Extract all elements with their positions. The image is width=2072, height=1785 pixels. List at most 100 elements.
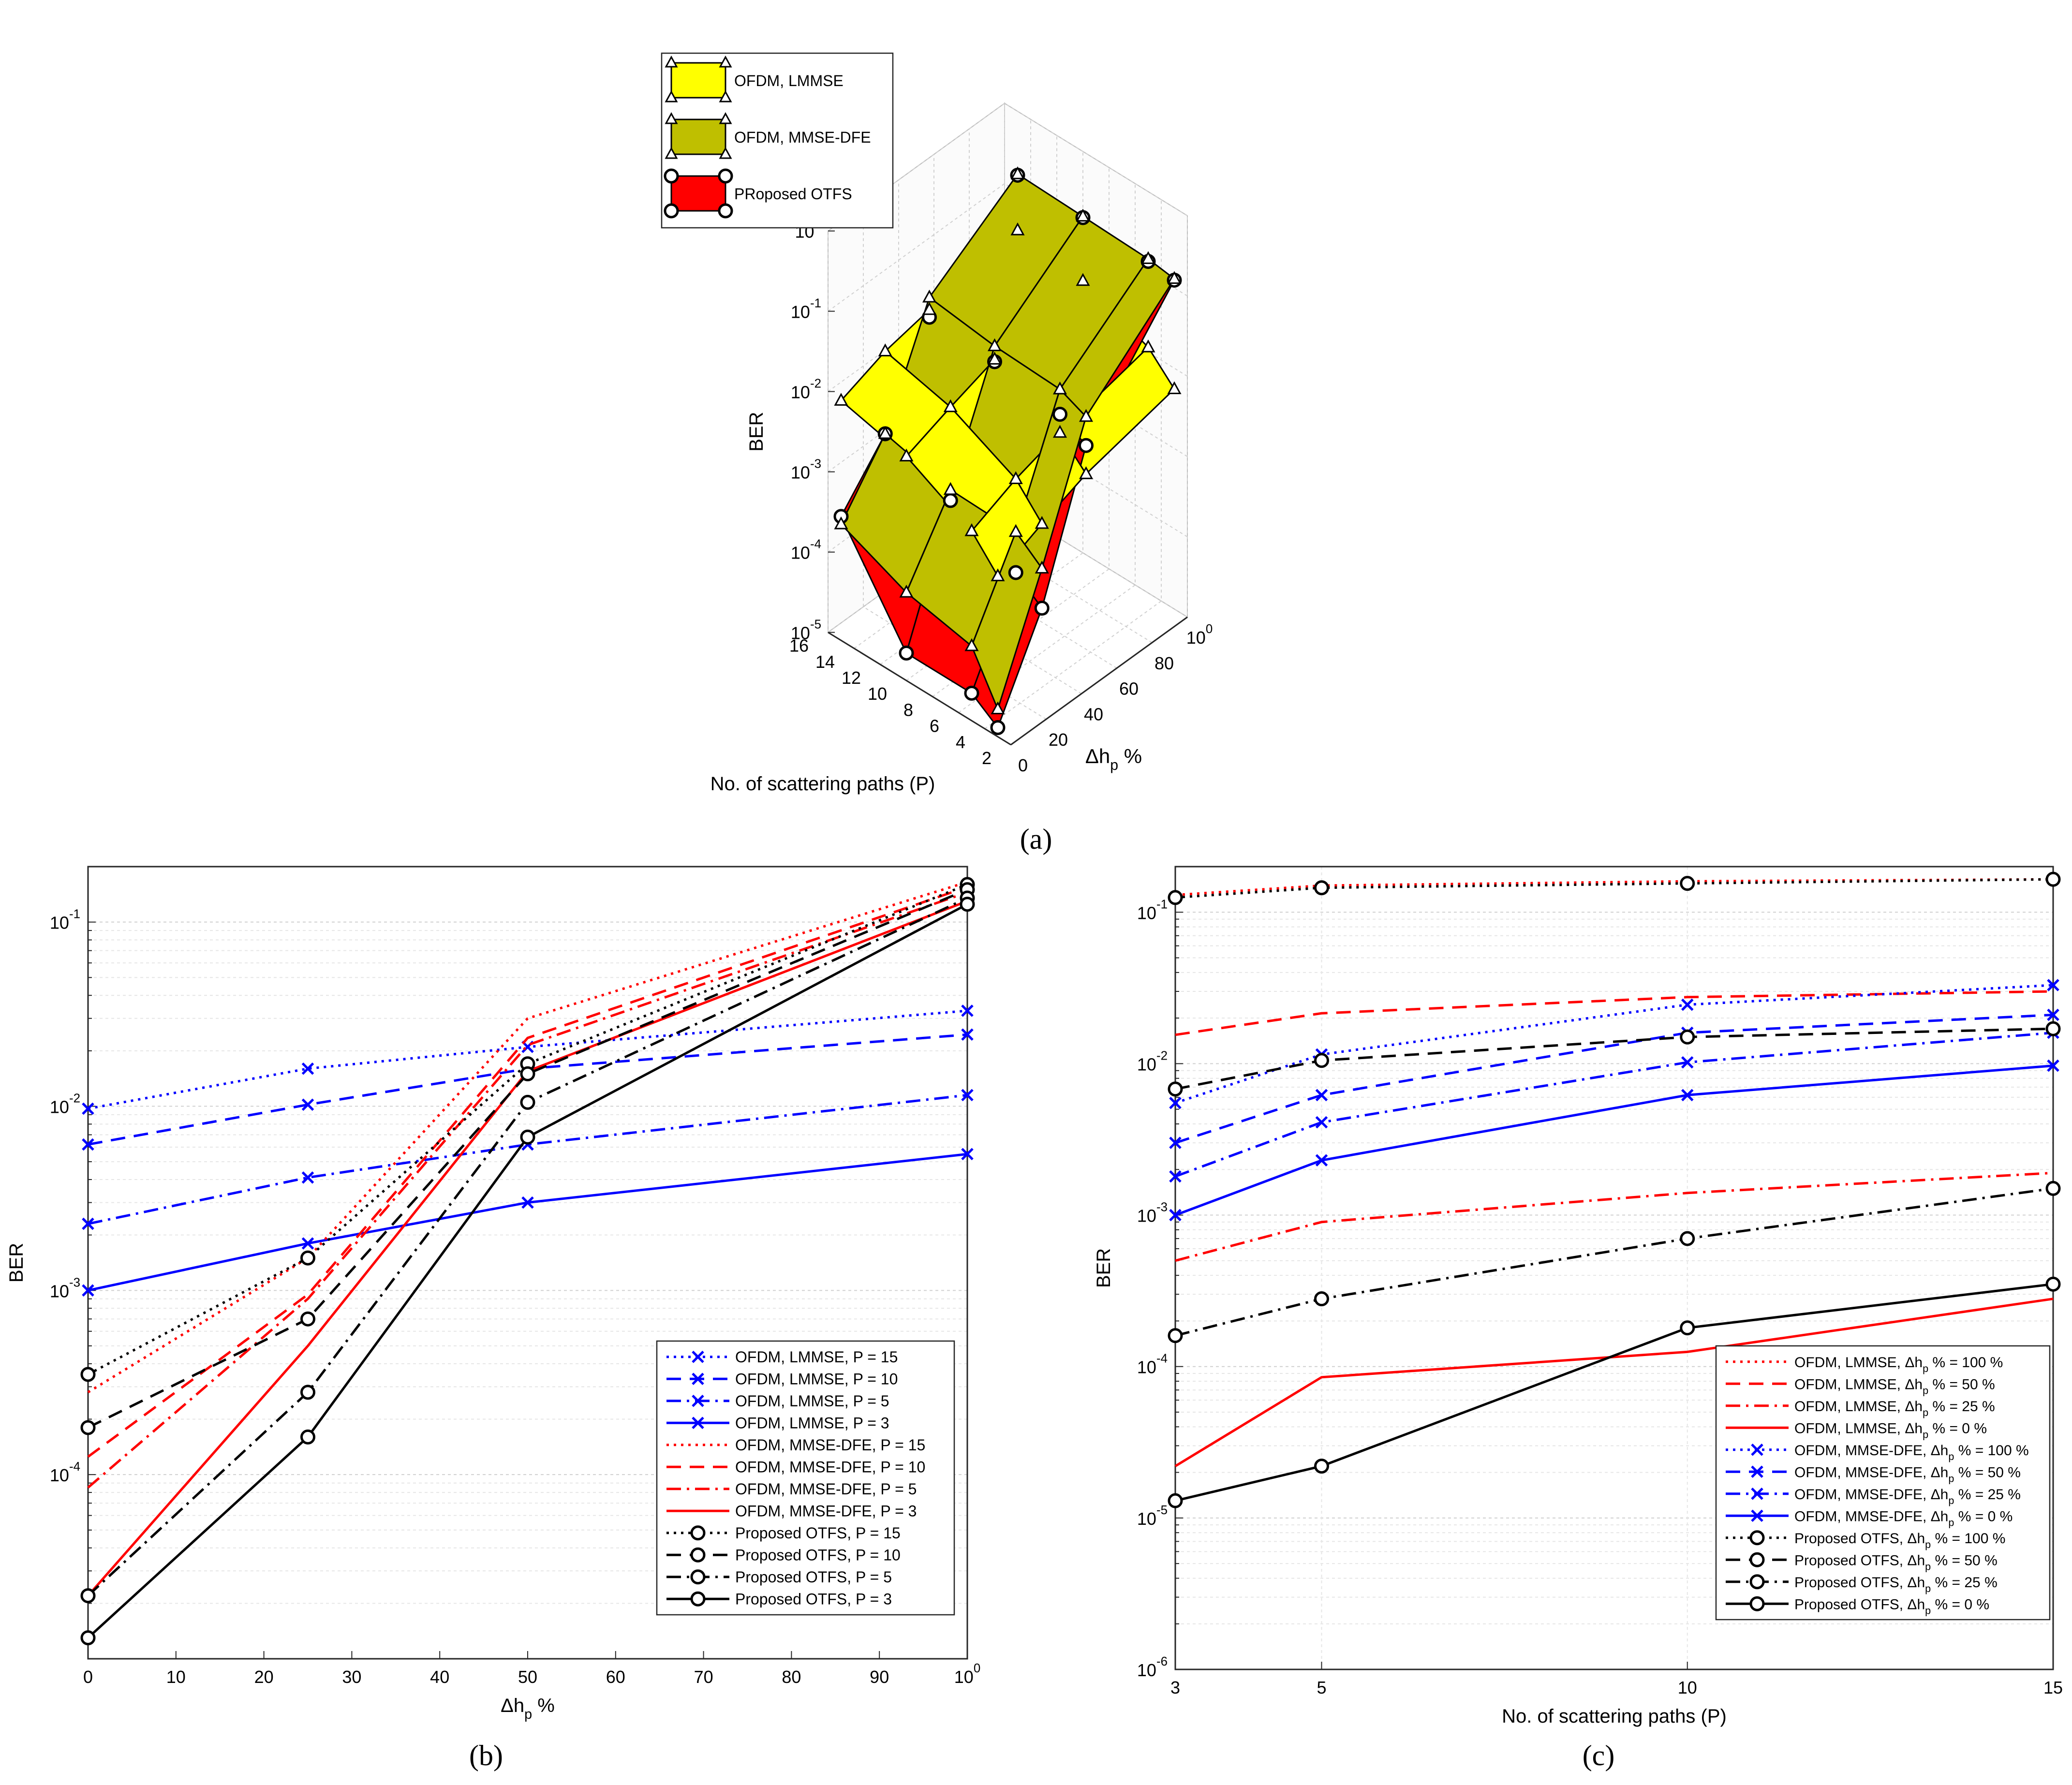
surface-vertex-proposed-otfs [943,493,958,508]
series-line-proposed-otfs-p-15 [87,883,968,1376]
surface-vertex-ofdm-mmse-dfe [1035,561,1049,574]
x-tick-label: 10 [166,1667,186,1687]
data-point-ofdm-mmse-dfe-hp-0 [1681,1089,1694,1102]
series-line-ofdm-lmmse-p-15 [88,1009,968,1110]
data-point-proposed-otfs-hp-100 [1168,890,1183,905]
surface-vertex-ofdm-lmmse [899,448,914,462]
data-point-ofdm-mmse-dfe-hp-100 [1681,998,1694,1011]
data-point-ofdm-lmmse-p-3 [301,1237,314,1250]
legend-marker-ofdm-mmse-dfe [719,112,732,124]
surface-vertex-ofdm-mmse-dfe [1052,381,1067,395]
legend-label-proposed-otfs-p-10: Proposed OTFS, P = 10 [735,1546,901,1564]
surface-vertex-proposed-otfs [964,685,979,701]
p-tick-label: 10 [868,684,887,704]
x-tick-label: 80 [782,1667,801,1687]
surface-vertex-ofdm-mmse-dfe [1141,251,1155,264]
z-axis-label: BER [746,412,767,451]
series-line-proposed-otfs-p-5 [87,897,968,1597]
legend-marker-proposed-otfs-hp-100 [1749,1530,1765,1546]
surface-vertex-ofdm-lmmse [987,352,1002,365]
surface-vertex-ofdm-mmse-dfe [1076,208,1090,222]
data-point-ofdm-lmmse-p-15 [301,1062,314,1075]
data-point-proposed-otfs-hp-0 [1314,1459,1329,1474]
legend-label-ofdm-lmmse-p-15: OFDM, LMMSE, P = 15 [735,1348,898,1366]
series-line-ofdm-mmse-dfe-p-10 [87,885,968,1458]
data-point-ofdm-mmse-dfe-hp-100 [2047,979,2059,991]
series-line-ofdm-mmse-dfe-hp-0 [1175,1064,2054,1216]
wall-grid-line [828,103,1188,232]
series-line-ofdm-mmse-dfe-p-3 [87,900,968,1597]
data-point-ofdm-mmse-dfe-hp-100 [1169,1096,1182,1109]
x-tick-label: 50 [518,1667,537,1687]
legend-label-ofdm-mmse-dfe-p-3: OFDM, MMSE-DFE, P = 3 [735,1502,917,1519]
data-point-proposed-otfs-p-10 [520,1066,535,1081]
data-point-ofdm-lmmse-p-5 [301,1171,314,1184]
data-point-proposed-otfs-p-10 [300,1311,315,1327]
series-line-ofdm-lmmse-p-5 [88,1093,968,1225]
x-tick-label: 0 [83,1667,93,1687]
dh-tick-label: 0 [1018,755,1028,775]
legend-marker-proposed-otfs-p-15 [690,1525,706,1541]
data-point-proposed-otfs-p-3 [300,1429,315,1445]
surface-vertex-proposed-otfs [990,720,1006,735]
dh-axis-line [1010,616,1188,746]
data-point-proposed-otfs-hp-50 [1314,1053,1329,1068]
legend-label-proposed-otfs: PRoposed OTFS [734,185,852,203]
data-point-ofdm-mmse-dfe-hp-25 [1169,1170,1182,1183]
legend-marker-ofdm-mmse-dfe-hp-100 [1751,1443,1763,1456]
legend-label-ofdm-mmse-dfe: OFDM, MMSE-DFE [734,129,871,146]
data-point-proposed-otfs-p-15 [80,1367,96,1382]
data-point-proposed-otfs-hp-0 [1168,1493,1183,1508]
panel-label-c: (c) [1583,1740,1615,1771]
series-line-ofdm-mmse-dfe-hp-50 [1175,1014,2054,1144]
surface-vertex-proposed-otfs [1008,565,1023,580]
data-point-proposed-otfs-hp-25 [1314,1291,1329,1307]
y-axis-label: BER [1093,1248,1114,1288]
p-tick-label: 6 [930,716,939,736]
series-line-ofdm-mmse-dfe-p-5 [87,891,968,1489]
legend-marker-proposed-otfs-hp-50 [1749,1552,1765,1567]
legend-marker-proposed-otfs-p-10 [690,1547,706,1563]
data-point-proposed-otfs-p-3 [80,1630,96,1646]
surface-vertex-ofdm-mmse-dfe [834,516,848,530]
legend-label-proposed-otfs-p-3: Proposed OTFS, P = 3 [735,1590,892,1608]
p-tick-label: 2 [982,748,992,768]
legend-marker-ofdm-lmmse-p-5 [692,1394,704,1407]
data-point-ofdm-lmmse-p-5 [82,1217,94,1230]
panel-b-line-chart: 0 10 20 30 40 50 60 70 80 90 10010-410-310-210-1Δh… [6,866,980,1722]
x-tick-label: 40 [430,1667,449,1687]
surface-vertex-proposed-otfs [1079,438,1094,453]
legend-label-ofdm-lmmse-p-10: OFDM, LMMSE, P = 10 [735,1370,898,1387]
wall-grid-line [828,424,1188,553]
data-point-proposed-otfs-p-15 [300,1250,315,1266]
surface-vertex-ofdm-mmse-dfe [943,482,958,495]
data-point-ofdm-lmmse-p-15 [82,1102,94,1115]
legend-marker-proposed-otfs [718,203,733,219]
data-point-ofdm-mmse-dfe-hp-0 [2047,1059,2059,1072]
surface-vertex-ofdm-lmmse [1010,222,1025,236]
series-line-proposed-otfs-hp-25 [1175,1187,2054,1337]
axes-frame [1174,866,2054,1670]
data-point-ofdm-lmmse-p-10 [82,1138,94,1151]
legend: OFDM, LMMSE, P = 15 OFDM, LMMSE, P = 10 OF… [656,1340,955,1616]
data-point-ofdm-lmmse-p-5 [961,1089,974,1102]
legend-label-ofdm-lmmse: OFDM, LMMSE [734,72,844,89]
series-line-ofdm-lmmse-p-10 [88,1033,968,1146]
legend-box [1715,1345,2051,1621]
series-line-ofdm-lmmse-hp-100 [1175,878,2054,897]
surface-vertex-ofdm-mmse-dfe [1167,271,1182,284]
legend-box [656,1340,955,1616]
legend-marker-ofdm-lmmse-p-10 [692,1372,704,1386]
legend-label-proposed-otfs-p-15: Proposed OTFS, P = 15 [735,1524,901,1542]
data-point-ofdm-mmse-dfe-hp-50 [1315,1089,1328,1102]
legend-marker-ofdm-mmse-dfe [665,112,678,124]
series-line-proposed-otfs-p-10 [87,888,968,1429]
data-point-ofdm-mmse-dfe-hp-50 [1169,1136,1182,1149]
legend-marker-ofdm-mmse-dfe-hp-25 [1751,1487,1763,1500]
data-point-ofdm-lmmse-p-3 [961,1148,974,1161]
panel-a-surface-chart: 10-510-410-310-210-1100BER246810121416No… [661,52,1213,795]
x-tick-label: 30 [342,1667,361,1687]
legend-swatch-ofdm-mmse-dfe [670,118,726,155]
surface-vertex-ofdm-lmmse [878,343,892,356]
data-point-ofdm-mmse-dfe-hp-25 [1315,1116,1328,1129]
